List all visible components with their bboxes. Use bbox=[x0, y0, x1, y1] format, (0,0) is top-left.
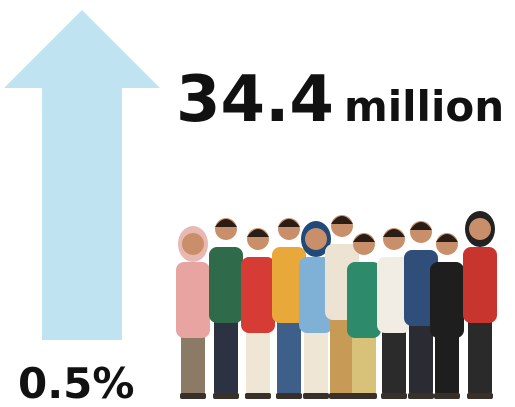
person-shoes bbox=[303, 393, 329, 399]
person bbox=[463, 211, 497, 399]
person-shoes bbox=[467, 393, 493, 399]
person-head bbox=[182, 233, 204, 255]
person-shoes bbox=[180, 393, 206, 399]
person-shoes bbox=[213, 393, 239, 399]
person-shoes bbox=[351, 393, 377, 399]
growth-rate: 0.5% bbox=[18, 359, 134, 407]
person-body bbox=[463, 247, 497, 323]
person-legs bbox=[468, 315, 492, 395]
person-legs bbox=[409, 318, 433, 395]
person-body bbox=[176, 262, 210, 338]
headline-unit: million bbox=[344, 82, 504, 131]
person-legs bbox=[352, 330, 376, 395]
person-shoes bbox=[381, 393, 407, 399]
person-body bbox=[347, 262, 381, 338]
person-legs bbox=[382, 325, 406, 395]
headline-number: 34.4 bbox=[176, 63, 334, 137]
person-shoes bbox=[434, 393, 460, 399]
person-shoes bbox=[245, 393, 271, 399]
person-shoes bbox=[276, 393, 302, 399]
person-head bbox=[305, 228, 327, 250]
person-legs bbox=[304, 325, 328, 395]
person-body bbox=[430, 262, 464, 338]
person-head bbox=[469, 218, 491, 240]
person-body bbox=[241, 257, 275, 333]
person bbox=[176, 226, 210, 399]
person-shoes bbox=[408, 393, 434, 399]
person-legs bbox=[214, 315, 238, 395]
person-legs bbox=[277, 315, 301, 395]
person-legs bbox=[181, 330, 205, 395]
person-body bbox=[209, 247, 243, 323]
infographic: 34.4 million 0.5% bbox=[0, 0, 515, 407]
person-legs bbox=[435, 330, 459, 395]
person-legs bbox=[246, 325, 270, 395]
